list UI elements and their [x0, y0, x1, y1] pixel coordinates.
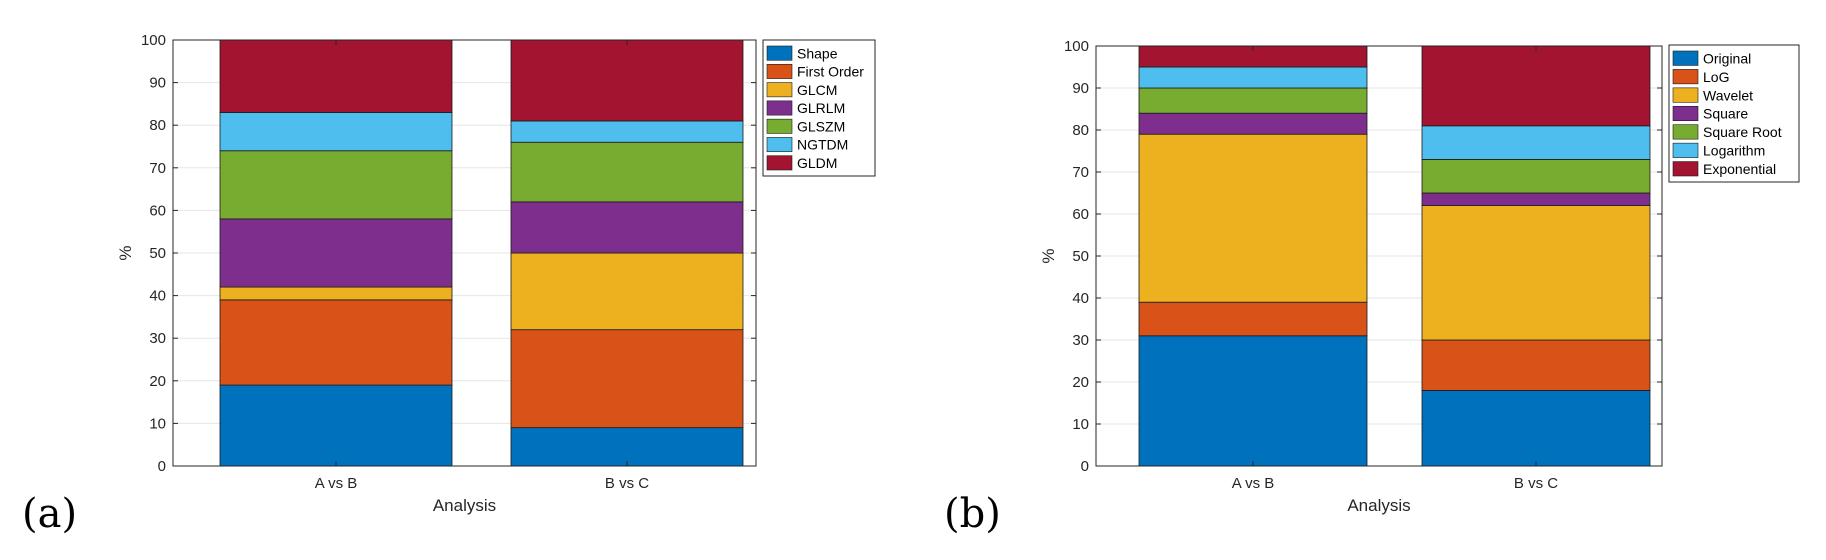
legend-swatch-1: [766, 63, 793, 79]
y-tick-label-7: 70: [1072, 164, 1089, 181]
bar-segment-a-0-6: [219, 39, 453, 113]
y-tick-label-6: 60: [1072, 206, 1089, 223]
legend-label-5: Logarithm: [1703, 143, 1765, 159]
bar-segment-b-0-5: [1138, 66, 1368, 89]
bar-segment-a-0-2: [219, 286, 453, 301]
y-tick-label-1: 10: [1072, 416, 1089, 433]
y-tick-label-7: 70: [149, 160, 166, 177]
legend-swatch-1: [1672, 69, 1699, 85]
bar-segment-b-1-4: [1421, 158, 1651, 194]
x-tick-label-1: B vs C: [1514, 475, 1558, 492]
bar-segment-a-1-2: [510, 252, 744, 331]
bar-segment-b-0-2: [1138, 133, 1368, 303]
legend-swatch-6: [766, 155, 793, 171]
y-tick-label-1: 10: [149, 415, 166, 432]
bar-segment-b-1-1: [1421, 339, 1651, 391]
panel-label: (a): [22, 491, 77, 537]
bar-segment-b-0-0: [1138, 335, 1368, 467]
bar-segment-b-0-4: [1138, 87, 1368, 114]
bar-segment-a-1-4: [510, 141, 744, 203]
y-tick-label-4: 40: [149, 288, 166, 305]
legend-label-2: GLCM: [797, 82, 837, 98]
y-tick-label-2: 20: [149, 373, 166, 390]
y-tick-label-9: 90: [149, 75, 166, 92]
y-tick-label-3: 30: [1072, 332, 1089, 349]
chart-panel-b: 0 10 20 30 40 50 60 70 80 90 100 A vs B B vs C Analys…: [944, 38, 1800, 537]
bar-segment-a-1-5: [510, 120, 744, 143]
bar-segment-b-1-2: [1421, 205, 1651, 341]
y-tick-label-2: 20: [1072, 374, 1089, 391]
legend-label-6: Exponential: [1703, 161, 1776, 177]
legend-swatch-3: [1672, 105, 1699, 122]
legend-label-3: Square: [1703, 106, 1748, 122]
y-tick-label-4: 40: [1072, 290, 1089, 307]
y-axis-label: %: [116, 245, 135, 260]
bar-segment-a-1-1: [510, 329, 744, 429]
bar-segment-b-1-5: [1421, 125, 1651, 160]
legend-label-0: Original: [1703, 50, 1751, 66]
panel-label: (b): [944, 491, 1001, 537]
bar-segment-a-1-6: [510, 39, 744, 122]
legend-swatch-3: [766, 100, 793, 116]
y-tick-label-0: 0: [1081, 458, 1089, 475]
y-tick-label-5: 50: [1072, 248, 1089, 265]
legend-label-1: LoG: [1703, 69, 1729, 85]
bar-segment-b-0-1: [1138, 301, 1368, 337]
legend-label-1: First Order: [797, 64, 864, 80]
legend-label-5: NGTDM: [797, 137, 848, 153]
bar-segment-a-0-1: [219, 299, 453, 386]
legend-swatch-2: [766, 82, 793, 98]
y-tick-label-9: 90: [1072, 80, 1089, 97]
legend-label-6: GLDM: [797, 155, 837, 171]
x-tick-label-0: A vs B: [1232, 475, 1275, 492]
legend-swatch-5: [1672, 142, 1699, 158]
y-tick-label-10: 100: [141, 32, 166, 49]
legend-swatch-0: [766, 45, 793, 61]
legend-swatch-4: [766, 118, 793, 134]
bar-segment-a-0-5: [219, 112, 453, 152]
y-tick-label-8: 80: [1072, 122, 1089, 139]
legend-swatch-0: [1672, 50, 1699, 66]
bar-segment-b-1-0: [1421, 389, 1651, 467]
bar-segment-a-1-3: [510, 201, 744, 254]
bar-segment-a-0-3: [219, 218, 453, 288]
y-axis-label: %: [1039, 248, 1058, 263]
bar-segment-b-1-3: [1421, 192, 1651, 207]
y-tick-label-0: 0: [158, 458, 166, 475]
bar-segment-a-1-0: [510, 427, 744, 467]
bar-segment-b-1-6: [1421, 45, 1651, 127]
legend-label-4: GLSZM: [797, 118, 845, 134]
legend-swatch-4: [1672, 124, 1699, 140]
legend-label-4: Square Root: [1703, 124, 1782, 140]
y-tick-label-5: 50: [149, 245, 166, 262]
y-tick-label-3: 30: [149, 330, 166, 347]
legend-label-3: GLRLM: [797, 100, 845, 116]
legend-label-2: Wavelet: [1703, 87, 1753, 103]
bar-segment-a-0-4: [219, 150, 453, 220]
legend-swatch-2: [1672, 87, 1699, 103]
legend-swatch-5: [766, 137, 793, 153]
y-tick-label-6: 60: [149, 202, 166, 219]
x-axis-label: Analysis: [433, 496, 496, 515]
legend-label-0: Shape: [797, 45, 838, 61]
x-axis-label: Analysis: [1347, 496, 1410, 515]
y-tick-label-8: 80: [149, 117, 166, 134]
x-tick-label-0: A vs B: [315, 475, 358, 492]
x-tick-label-1: B vs C: [605, 475, 649, 492]
chart-panel-a: 0 10 20 30 40 50 60 70 80 90 100 A vs B B vs C Analys…: [22, 32, 876, 537]
bar-segment-b-0-3: [1138, 112, 1368, 135]
legend-swatch-6: [1672, 161, 1699, 177]
bar-segment-a-0-0: [219, 384, 453, 467]
y-tick-label-10: 100: [1064, 38, 1089, 55]
